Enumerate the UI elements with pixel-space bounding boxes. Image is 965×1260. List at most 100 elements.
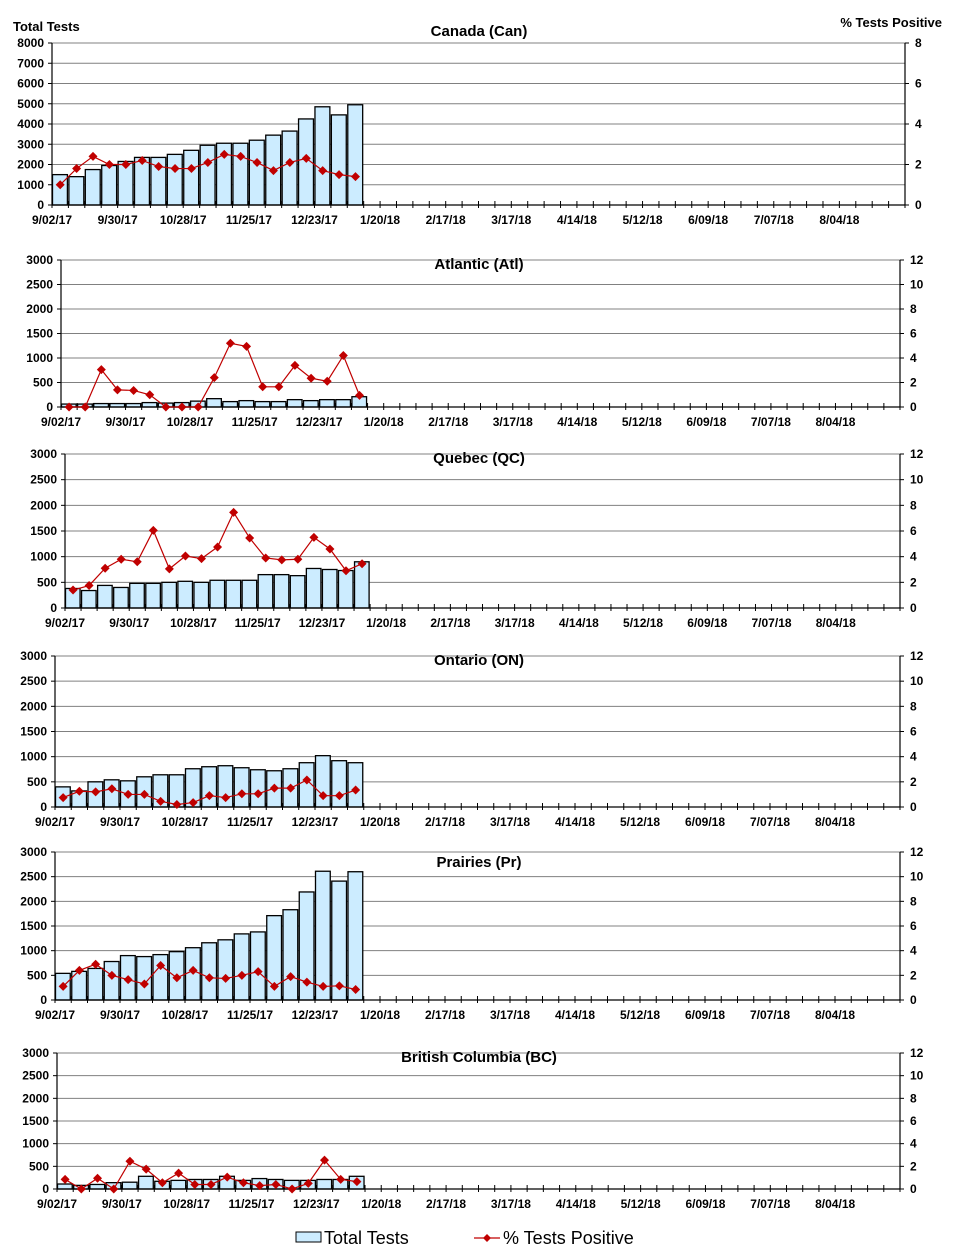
y-right-tick-label: 10 — [910, 674, 924, 688]
x-tick-label: 8/04/18 — [815, 1008, 855, 1022]
bar-total-tests — [225, 579, 242, 609]
y-right-tick-label: 8 — [910, 699, 917, 713]
marker-pct-positive — [100, 563, 110, 573]
bar-total-tests — [161, 581, 178, 609]
panel-prairies-pr: 0 500 1000 1500 2000 2500 3000 0 2 4 6 8 10 12 9/02/17… — [20, 845, 923, 1022]
marker-pct-positive — [242, 341, 252, 351]
marker-pct-positive — [351, 985, 361, 995]
marker-pct-positive — [91, 959, 101, 969]
marker-pct-positive — [302, 977, 312, 987]
y-left-tick-label: 3000 — [30, 447, 57, 461]
bar-total-tests — [305, 567, 322, 609]
marker-pct-positive — [188, 965, 198, 975]
x-tick-label: 10/28/17 — [160, 213, 207, 227]
x-tick-label: 7/07/18 — [754, 213, 794, 227]
y-left-tick-label: 1500 — [20, 919, 47, 933]
y-left-tick-label: 2000 — [30, 498, 57, 512]
marker-pct-positive — [139, 979, 149, 989]
bar-total-tests — [141, 401, 158, 408]
x-tick-label: 12/23/17 — [299, 616, 346, 630]
x-tick-label: 10/28/17 — [170, 616, 217, 630]
marker-pct-positive — [164, 564, 174, 574]
bar-total-tests — [347, 104, 364, 206]
y-right-tick-label: 6 — [910, 725, 917, 739]
x-tick-label: 9/02/17 — [35, 1008, 75, 1022]
legend-swatch-marker — [483, 1234, 491, 1242]
x-tick-label: 8/04/18 — [815, 415, 855, 429]
y-left-tick-label: 2000 — [22, 1091, 49, 1105]
marker-pct-positive — [268, 166, 278, 176]
marker-pct-positive — [221, 793, 231, 803]
marker-pct-positive — [354, 390, 364, 400]
marker-pct-positive — [253, 789, 263, 799]
bar-total-tests — [145, 582, 161, 609]
y-left-tick-label: 500 — [29, 1159, 49, 1173]
y-right-tick-label: 8 — [910, 498, 917, 512]
marker-pct-positive — [139, 789, 149, 799]
bar-total-tests — [330, 114, 347, 206]
marker-pct-positive — [318, 791, 328, 801]
x-tick-label: 4/14/18 — [555, 815, 595, 829]
x-tick-label: 2/17/18 — [426, 1197, 466, 1211]
marker-pct-positive — [238, 1178, 248, 1188]
y-left-tick-label: 1000 — [20, 944, 47, 958]
marker-pct-positive — [55, 180, 65, 190]
bar-total-tests — [87, 967, 104, 1001]
x-tick-label: 3/17/18 — [495, 616, 535, 630]
y-left-tick-label: 1000 — [26, 351, 53, 365]
marker-pct-positive — [145, 390, 155, 400]
marker-pct-positive — [336, 1174, 346, 1184]
y-right-tick-label: 12 — [910, 649, 924, 663]
marker-pct-positive — [237, 789, 247, 799]
y-left-tick-label: 0 — [42, 1182, 49, 1196]
x-tick-label: 1/20/18 — [364, 415, 404, 429]
y-right-tick-label: 6 — [910, 327, 917, 341]
marker-pct-positive — [196, 554, 206, 564]
y-left-tick-label: 2500 — [20, 870, 47, 884]
bar-total-tests — [289, 575, 306, 609]
x-tick-label: 10/28/17 — [162, 815, 209, 829]
y-left-tick-label: 500 — [27, 968, 47, 982]
bar-total-tests — [121, 1181, 138, 1190]
marker-pct-positive — [193, 402, 203, 412]
bar-total-tests — [241, 579, 258, 609]
y-left-tick-label: 2000 — [26, 302, 53, 316]
x-tick-label: 1/20/18 — [361, 1197, 401, 1211]
x-tick-label: 7/07/18 — [750, 815, 790, 829]
bar-total-tests — [331, 760, 348, 808]
x-tick-label: 6/09/18 — [687, 616, 727, 630]
bar-total-tests — [353, 561, 370, 609]
marker-pct-positive — [319, 1155, 329, 1165]
x-tick-label: 7/07/18 — [750, 1008, 790, 1022]
y-left-tick-label: 2000 — [17, 158, 44, 172]
marker-pct-positive — [245, 533, 255, 543]
bar-total-tests — [314, 106, 331, 206]
y-left-tick-label: 3000 — [22, 1046, 49, 1060]
bar-total-tests — [233, 767, 250, 808]
marker-pct-positive — [74, 786, 84, 796]
marker-pct-positive — [170, 164, 180, 174]
bar-total-tests — [166, 153, 183, 206]
bar-total-tests — [201, 766, 218, 808]
bar-total-tests — [222, 400, 239, 408]
x-tick-label: 12/23/17 — [293, 1197, 340, 1211]
marker-pct-positive — [309, 532, 319, 542]
marker-pct-positive — [157, 1178, 167, 1188]
marker-pct-positive — [338, 351, 348, 361]
x-tick-label: 5/12/18 — [623, 616, 663, 630]
y-right-tick-label: 10 — [910, 870, 924, 884]
y-left-tick-label: 1500 — [30, 524, 57, 538]
y-right-tick-label: 12 — [910, 253, 924, 267]
marker-pct-positive — [277, 555, 287, 565]
panel-ontario-on: 0 500 1000 1500 2000 2500 3000 0 2 4 6 8 10 12 9/02/17… — [20, 649, 923, 829]
panel-title: Atlantic (Atl) — [434, 256, 523, 273]
marker-pct-positive — [357, 559, 367, 569]
marker-pct-positive — [64, 402, 74, 412]
y-right-tick-label: 2 — [915, 158, 922, 172]
y-right-tick-label: 8 — [910, 302, 917, 316]
marker-pct-positive — [141, 1164, 151, 1174]
y-left-tick-label: 1000 — [20, 750, 47, 764]
bar-total-tests — [286, 398, 303, 408]
marker-pct-positive — [253, 967, 263, 977]
y-right-tick-label: 4 — [910, 550, 917, 564]
